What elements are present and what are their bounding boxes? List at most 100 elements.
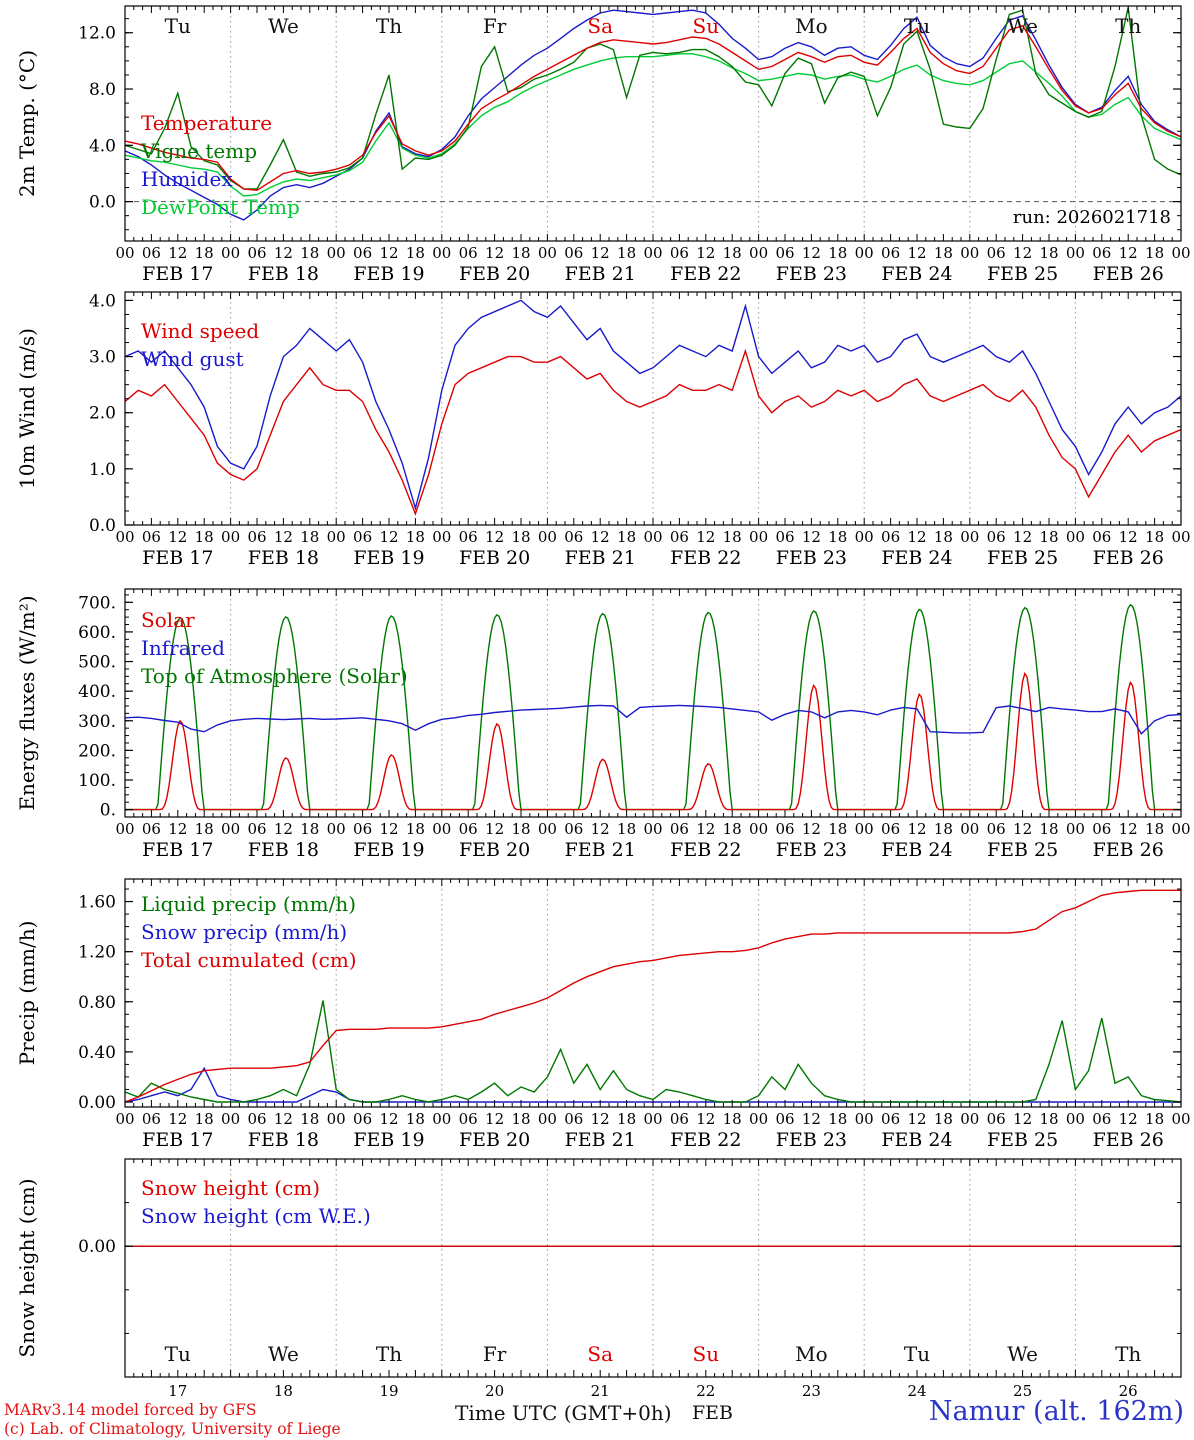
- date-label: FEB 25: [987, 547, 1058, 569]
- hour-label: 12: [802, 244, 821, 262]
- y-tick-label: 0.40: [78, 1043, 116, 1063]
- hour-label: 18: [723, 1110, 742, 1128]
- series-total-cumulated: [124, 889, 1181, 1103]
- legend-snow-height-2: Snow height (cm W.E.): [141, 1204, 371, 1228]
- hour-label: 12: [379, 244, 398, 262]
- date-label: FEB 24: [881, 839, 952, 861]
- hour-label: 18: [406, 820, 425, 838]
- hour-label: 06: [353, 1110, 372, 1128]
- hour-label: 06: [1092, 528, 1111, 546]
- hour-label: 00: [960, 528, 979, 546]
- date-label: FEB 17: [142, 263, 213, 285]
- date-label: FEB 18: [248, 547, 319, 569]
- date-label: FEB 21: [565, 1129, 636, 1151]
- hour-label: 06: [353, 528, 372, 546]
- day-number: 23: [802, 1382, 821, 1400]
- hour-label: 18: [511, 820, 530, 838]
- hour-label: 00: [538, 820, 557, 838]
- hour-label: 06: [670, 528, 689, 546]
- day-number: 18: [274, 1382, 293, 1400]
- hour-label: 12: [696, 1110, 715, 1128]
- date-label: FEB 17: [142, 547, 213, 569]
- hour-label: 18: [511, 244, 530, 262]
- hour-label: 06: [670, 244, 689, 262]
- hour-label: 12: [1013, 820, 1032, 838]
- day-number: 24: [907, 1382, 926, 1400]
- legend-temperature-3: Humidex: [141, 167, 233, 191]
- series-infrared: [124, 704, 1182, 735]
- hour-label: 00: [327, 244, 346, 262]
- hour-label: 06: [1092, 244, 1111, 262]
- date-label: FEB 22: [670, 839, 741, 861]
- legend-precip-2: Snow precip (mm/h): [141, 920, 347, 944]
- x-axis-title: Time UTC (GMT+0h): [455, 1401, 672, 1425]
- y-tick-label: 100.: [78, 771, 116, 791]
- hour-label: 18: [828, 1110, 847, 1128]
- day-number: 19: [379, 1382, 398, 1400]
- day-name: Fr: [483, 14, 507, 38]
- hour-label: 06: [459, 528, 478, 546]
- hour-label: 00: [221, 244, 240, 262]
- panel-energy-fluxes: 0. 100. 200. 300. 400. 500. 600. 700. 00 06 12 18 00…: [15, 588, 1191, 861]
- hour-label: 00: [221, 528, 240, 546]
- hour-label: 00: [960, 244, 979, 262]
- date-label: FEB 26: [1093, 263, 1164, 285]
- hour-label: 00: [432, 820, 451, 838]
- hour-label: 12: [274, 528, 293, 546]
- legend-wind-2: Wind gust: [141, 347, 244, 371]
- date-label: FEB 20: [459, 547, 530, 569]
- hour-label: 12: [907, 1110, 926, 1128]
- hour-label: 06: [670, 1110, 689, 1128]
- hour-label: 00: [115, 528, 134, 546]
- hour-label: 18: [617, 820, 636, 838]
- hour-label: 06: [247, 244, 266, 262]
- hour-label: 18: [406, 244, 425, 262]
- hour-label: 18: [934, 1110, 953, 1128]
- y-tick-label: 0.00: [78, 1237, 116, 1257]
- hour-label: 18: [300, 244, 319, 262]
- hour-label: 06: [142, 1110, 161, 1128]
- y-tick-label: 700.: [78, 593, 116, 613]
- date-label: FEB 20: [459, 263, 530, 285]
- day-name: Tu: [904, 14, 930, 38]
- hour-label: 06: [247, 1110, 266, 1128]
- hour-label: 06: [459, 244, 478, 262]
- hour-label: 18: [511, 528, 530, 546]
- hour-label: 18: [1145, 244, 1164, 262]
- hour-label: 12: [696, 528, 715, 546]
- date-label: FEB 18: [248, 263, 319, 285]
- hour-label: 12: [1013, 528, 1032, 546]
- hour-label: 06: [564, 244, 583, 262]
- series-humidex: [124, 9, 1182, 221]
- panel-precip: 0.00 0.40 0.80 1.20 1.60 00 06 12 18 00 06 12 18 00 06…: [15, 878, 1191, 1151]
- hour-label: 00: [221, 1110, 240, 1128]
- hour-label: 12: [1119, 1110, 1138, 1128]
- hour-label: 00: [432, 1110, 451, 1128]
- y-tick-label: 2.0: [89, 404, 116, 424]
- hour-label: 00: [855, 528, 874, 546]
- y-tick-label: 400.: [78, 682, 116, 702]
- hour-label: 00: [327, 1110, 346, 1128]
- hour-label: 06: [1092, 820, 1111, 838]
- hour-label: 06: [881, 528, 900, 546]
- day-name: We: [1007, 1342, 1038, 1366]
- hour-label: 06: [775, 820, 794, 838]
- hour-label: 06: [247, 820, 266, 838]
- hour-label: 06: [142, 244, 161, 262]
- y-tick-label: 0.: [100, 801, 116, 821]
- hour-label: 12: [274, 244, 293, 262]
- y-tick-label: 500.: [78, 653, 116, 673]
- date-label: FEB 26: [1093, 1129, 1164, 1151]
- hour-label: 18: [300, 820, 319, 838]
- y-axis-title-snow-height: Snow height (cm): [15, 1178, 39, 1357]
- hour-label: 12: [591, 1110, 610, 1128]
- hour-label: 18: [723, 820, 742, 838]
- hour-label: 18: [406, 528, 425, 546]
- date-label: FEB 18: [248, 839, 319, 861]
- y-tick-label: 0.00: [78, 1093, 116, 1113]
- date-label: FEB 17: [142, 839, 213, 861]
- series-wind-speed: [124, 348, 1182, 516]
- y-axis-title-precip: Precip (mm/h): [15, 921, 39, 1066]
- legend-energy-fluxes-3: Top of Atmosphere (Solar): [141, 664, 408, 688]
- hour-label: 18: [406, 1110, 425, 1128]
